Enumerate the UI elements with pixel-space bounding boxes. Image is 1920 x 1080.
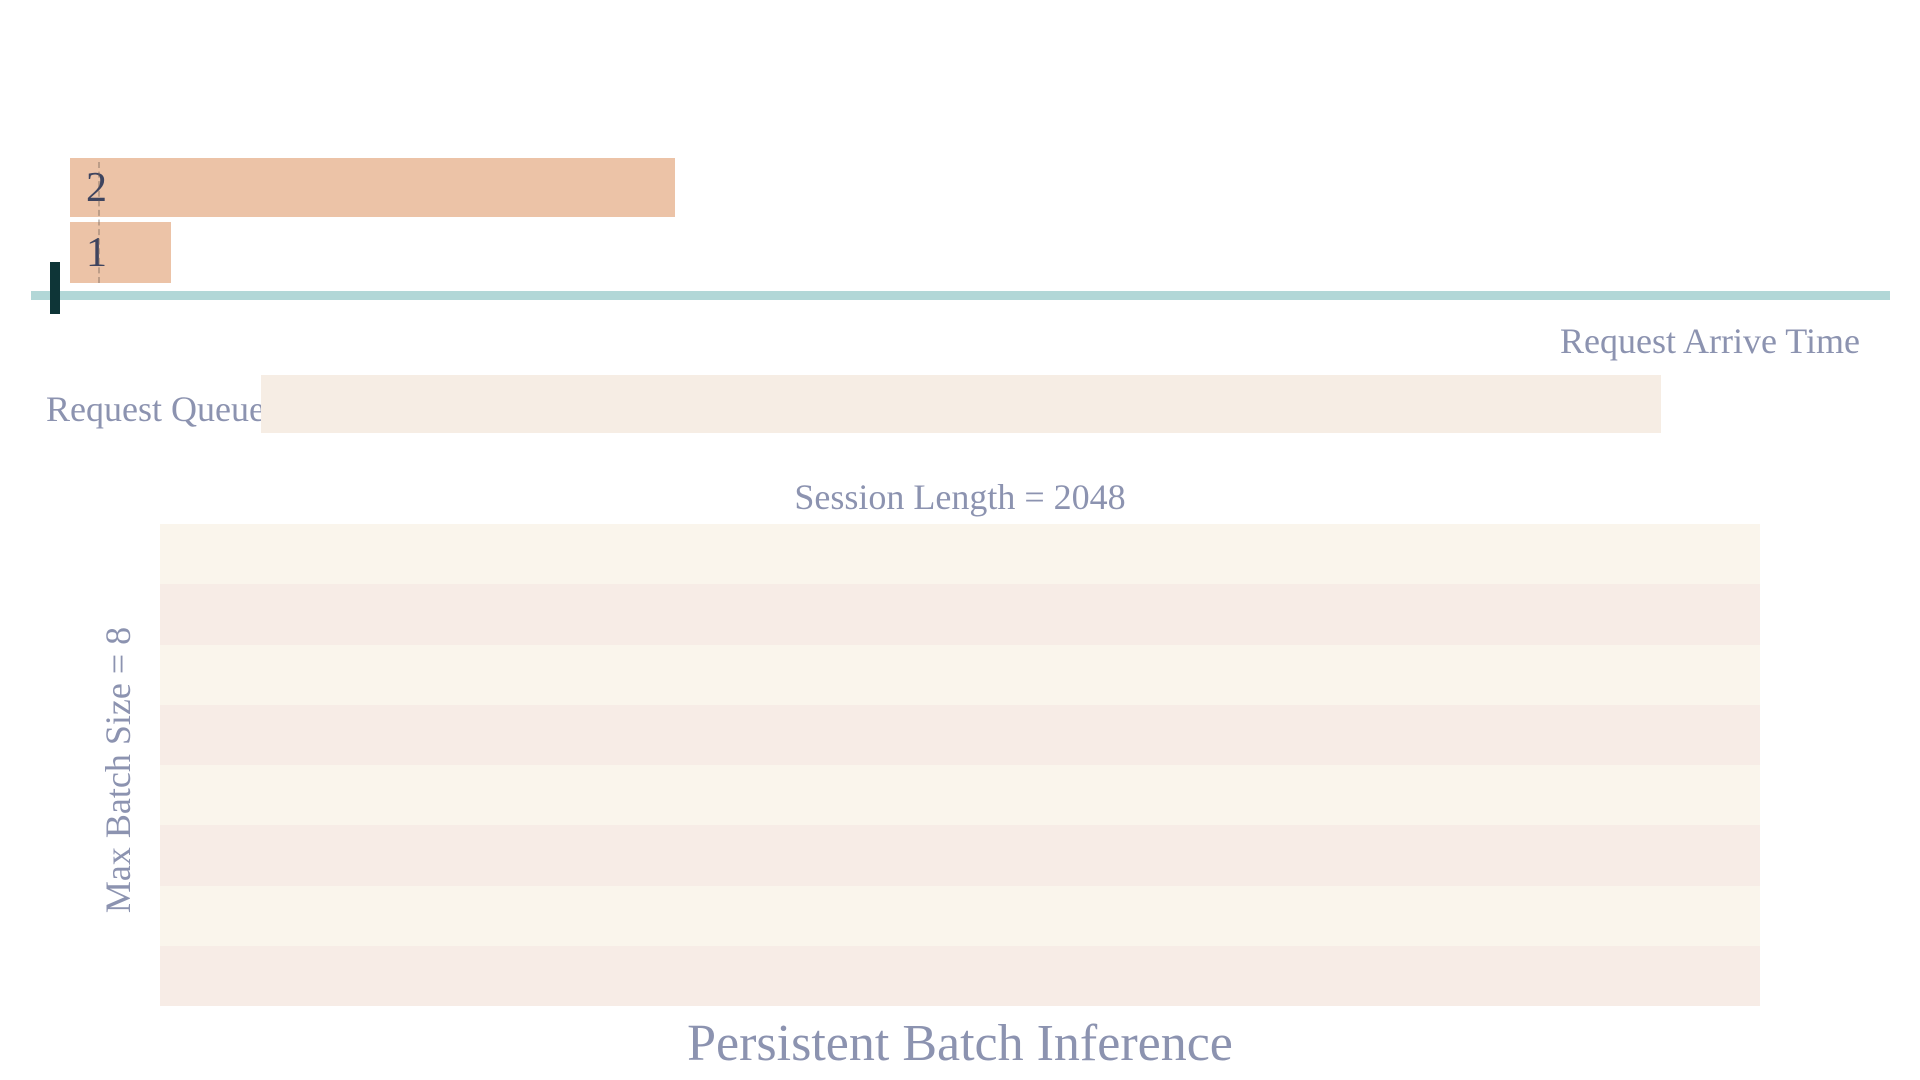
max-batch-size-label: Max Batch Size = 8 (98, 626, 139, 914)
batch-slot-row (160, 644, 1760, 705)
batch-slot-row (160, 825, 1760, 886)
batch-slot-row (160, 704, 1760, 765)
page-title: Persistent Batch Inference (687, 1015, 1233, 1072)
request-id-label: 1 (86, 229, 107, 276)
batch-slot-row (160, 524, 1760, 585)
session-length-caption: Session Length = 2048 (794, 477, 1126, 517)
batch-slot-row (160, 945, 1760, 1006)
current-time-cursor (50, 262, 60, 314)
timeline-axis (31, 291, 1890, 300)
batch-slot-row (160, 765, 1760, 826)
request-queue-box (261, 375, 1661, 433)
request-id-label: 2 (86, 164, 107, 211)
batch-slot-row (160, 584, 1760, 645)
batch-box (160, 524, 1760, 1006)
batch-slot-row (160, 885, 1760, 946)
arrive-time-marker-line (98, 162, 100, 283)
request-bar: 1 (70, 222, 171, 283)
timeline-axis-label: Request Arrive Time (1559, 321, 1860, 361)
request-bar: 2 (70, 158, 675, 217)
request-queue-label: Request Queue (46, 389, 265, 429)
